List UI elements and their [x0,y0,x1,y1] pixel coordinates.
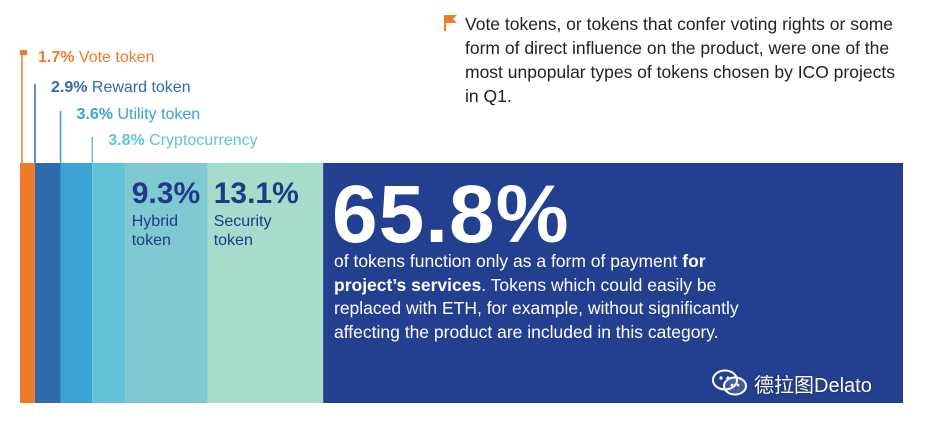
value-label: 3.6% [77,106,113,123]
category-security-token-line2: token [214,232,253,249]
label-cryptocurrency: 3.8% Cryptocurrency [108,132,257,149]
category-label: Reward token [87,79,190,96]
value-label: 2.9% [51,79,87,96]
wechat-icon [712,369,747,396]
payment-token-description: of tokens function only as a form of pay… [334,250,754,344]
label-utility-token: 3.6% Utility token [77,106,201,123]
label-vote-token: 1.7% Vote token [38,49,155,66]
category-hybrid-token-line1: Hybrid [132,213,178,230]
segment-hybrid-token [125,163,208,403]
label-reward-token: 2.9% Reward token [51,79,191,96]
desc-bold: for project’s services [334,251,706,295]
category-label: Utility token [113,106,200,123]
vote-token-note: Vote tokens, or tokens that confer votin… [465,14,895,106]
value-hybrid-token: 9.3% [132,177,200,210]
leader-marker-vote-token [20,50,27,55]
desc-part-2: . Tokens which could easily be replaced … [334,274,739,342]
category-label: Cryptocurrency [145,132,258,149]
category-hybrid-token-line2: token [132,232,171,249]
value-label: 1.7% [38,49,74,66]
payment-token-value: 65.8% [332,169,570,260]
category-security-token-line1: Security [214,213,272,230]
value-label: 3.8% [108,132,144,149]
segment-utility-token [60,163,93,403]
category-label: Vote token [74,49,154,66]
segment-reward-token [34,163,61,403]
watermark-text: 德拉图Delato [754,374,872,397]
desc-part-1: of tokens function only as a form of pay… [334,251,683,271]
flag-icon [444,15,457,31]
segment-payment-token [323,163,903,403]
segment-cryptocurrency [92,163,126,403]
segment-security-token [207,163,324,403]
value-security-token: 13.1% [214,177,299,210]
segment-vote-token [20,163,35,403]
watermark: 德拉图Delato [712,368,872,398]
